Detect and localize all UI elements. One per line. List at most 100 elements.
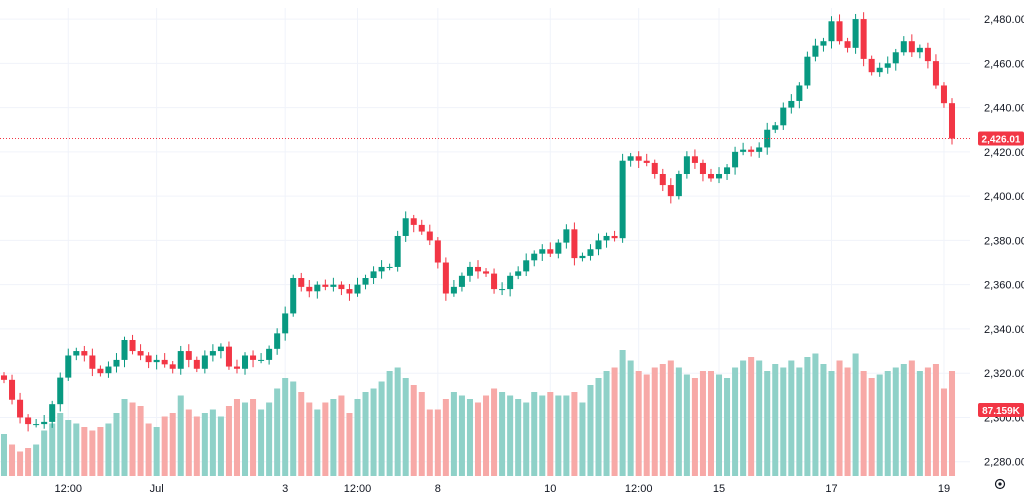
candle-body <box>282 313 289 334</box>
candle-body <box>330 284 337 287</box>
y-tick-label: 2,320.00 <box>984 368 1024 380</box>
volume-bar <box>539 395 546 476</box>
candle-body <box>242 355 249 369</box>
volume-bar <box>860 371 867 476</box>
candle-body <box>410 218 417 225</box>
volume-bar <box>346 413 353 476</box>
volume-bar <box>547 392 554 476</box>
candle-body <box>780 107 787 126</box>
candle-body <box>547 249 554 254</box>
volume-bar <box>772 364 779 476</box>
x-tick-label: 15 <box>713 483 725 494</box>
volume-bar <box>233 399 240 476</box>
candle-body <box>828 21 835 42</box>
volume-bar <box>442 399 449 476</box>
volume-bar <box>41 430 48 476</box>
y-tick-label: 2,340.00 <box>984 324 1024 336</box>
volume-bar <box>177 395 184 476</box>
candle-body <box>370 271 377 279</box>
volume-bar <box>868 378 875 476</box>
candle-body <box>474 266 482 272</box>
candle-body <box>129 339 136 352</box>
candle-body <box>49 404 56 422</box>
volume-bar <box>691 378 698 476</box>
candle-body <box>185 351 192 360</box>
volume-bar <box>73 423 80 476</box>
candle-body <box>458 275 465 287</box>
volume-bar <box>169 413 176 476</box>
candle-body <box>233 366 240 369</box>
candle-body <box>298 278 305 287</box>
candle-body <box>756 147 763 152</box>
candle-body <box>683 156 690 174</box>
candle-body <box>17 399 24 418</box>
volume-bar <box>916 371 923 476</box>
candle-body <box>0 375 8 380</box>
candle-body <box>153 359 160 363</box>
candle-body <box>796 85 803 101</box>
candle-body <box>667 185 674 197</box>
candle-body <box>868 58 875 73</box>
volume-bar <box>9 444 16 476</box>
volume-bar <box>491 388 498 476</box>
volume-bar <box>595 378 602 476</box>
candle-body <box>81 351 88 356</box>
candle-body <box>900 41 907 53</box>
y-tick-label: 2,440.00 <box>984 103 1024 115</box>
candle-body <box>41 421 48 425</box>
candle-body <box>378 266 385 272</box>
volume-bar <box>515 399 522 476</box>
y-tick-label: 2,480.00 <box>984 14 1024 26</box>
candle-body <box>643 160 650 163</box>
volume-bar <box>290 381 297 476</box>
candle-body <box>603 235 610 241</box>
volume-bar <box>25 448 32 476</box>
volume-bar <box>507 395 514 476</box>
volume-bar <box>892 367 899 476</box>
volume-bar <box>788 360 795 476</box>
volume-bar <box>121 399 128 476</box>
volume-bar <box>796 367 803 476</box>
candle-body <box>772 125 779 130</box>
settings-icon[interactable] <box>994 478 1006 490</box>
volume-bar <box>185 409 192 476</box>
volume-bar <box>948 371 956 476</box>
volume-bar <box>105 423 112 476</box>
candle-body <box>804 56 811 86</box>
volume-bar <box>643 374 650 476</box>
volume-bar <box>579 402 586 476</box>
candle-body <box>691 156 698 163</box>
candle-body <box>450 286 457 294</box>
candle-body <box>250 355 257 360</box>
volume-bar <box>683 374 690 476</box>
volume-bar <box>531 392 538 476</box>
volume-bar <box>627 360 634 476</box>
candle-body <box>217 346 224 352</box>
volume-bar <box>924 367 931 476</box>
candle-body <box>426 231 433 241</box>
volume-bar <box>145 423 152 476</box>
volume-bar <box>410 385 417 476</box>
candle-body <box>651 162 658 174</box>
candle-body <box>145 355 152 363</box>
candle-body <box>675 173 682 197</box>
candle-body <box>595 240 602 250</box>
volume-bar <box>611 367 618 476</box>
volume-bar <box>884 371 891 476</box>
candle-body <box>442 262 449 294</box>
x-tick-label: 12:00 <box>625 483 653 494</box>
volume-bar <box>274 388 281 476</box>
last-price-label: 2,426.01 <box>982 135 1021 146</box>
candle-body <box>852 19 859 48</box>
volume-bar <box>450 392 457 476</box>
candle-body <box>916 47 923 53</box>
volume-bar <box>65 420 72 476</box>
volume-bar <box>635 371 642 476</box>
volume-bar <box>242 402 249 476</box>
volume-bar <box>619 350 626 476</box>
volume-bar <box>812 353 819 476</box>
candle-body <box>354 284 361 294</box>
x-tick-label: 12:00 <box>344 483 372 494</box>
volume-bar <box>724 378 731 476</box>
candle-body <box>571 229 578 259</box>
